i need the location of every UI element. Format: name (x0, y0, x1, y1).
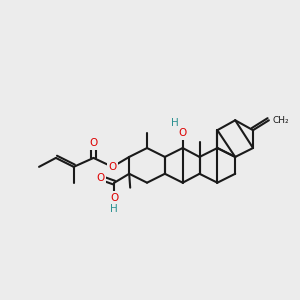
Text: O: O (108, 162, 116, 172)
Text: O: O (96, 173, 105, 183)
Text: H: H (171, 118, 178, 128)
Text: O: O (178, 128, 187, 138)
Text: CH₂: CH₂ (273, 116, 290, 125)
Text: O: O (110, 193, 118, 202)
Text: O: O (89, 138, 98, 148)
Text: H: H (110, 204, 118, 214)
